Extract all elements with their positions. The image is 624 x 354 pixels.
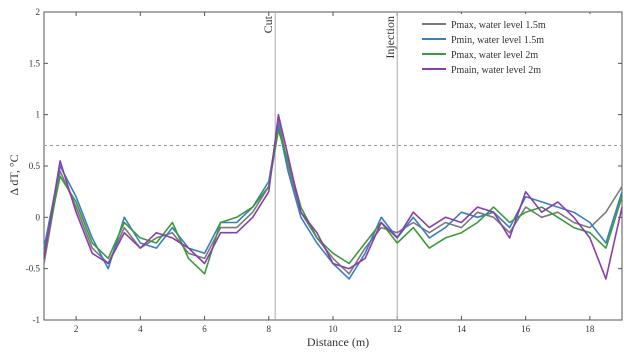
- x-tick-label: 14: [457, 324, 467, 334]
- y-tick-label: 1.5: [29, 58, 41, 68]
- x-tick-label: 12: [393, 324, 402, 334]
- x-tick-label: 8: [267, 324, 272, 334]
- x-tick-label: 2: [74, 324, 79, 334]
- series-line-0: [43, 119, 623, 275]
- x-tick-label: 16: [521, 324, 531, 334]
- legend-entry-3: Pmain, water level 2m: [451, 65, 541, 76]
- legend-entry-0: Pmax, water level 1.5m: [451, 20, 546, 31]
- y-tick-label: 0: [36, 212, 41, 222]
- y-axis-label: Δ dT, °C: [7, 154, 21, 195]
- x-axis-label: Distance (m): [307, 335, 369, 349]
- x-tick-label: 4: [138, 324, 143, 334]
- y-tick-label: 2: [36, 7, 41, 17]
- legend-entry-2: Pmax, water level 2m: [451, 50, 538, 61]
- series-line-2: [43, 129, 623, 275]
- series-line-1: [43, 124, 623, 280]
- x-tick-label: 18: [585, 324, 595, 334]
- legend-entry-1: Pmin, water level 1.5m: [451, 35, 544, 46]
- vertical-line-label-injection: Injection: [383, 16, 397, 59]
- x-tick-label: 6: [202, 324, 207, 334]
- vertical-line-label-cut: Cut: [261, 15, 275, 33]
- series-line-3: [43, 113, 623, 280]
- x-tick-label: 10: [329, 324, 339, 334]
- y-tick-label: -0.5: [26, 264, 41, 274]
- y-tick-label: -1: [33, 315, 41, 325]
- y-tick-label: 1: [36, 110, 41, 120]
- y-tick-label: 0.5: [29, 161, 41, 171]
- legend-box: [416, 14, 616, 80]
